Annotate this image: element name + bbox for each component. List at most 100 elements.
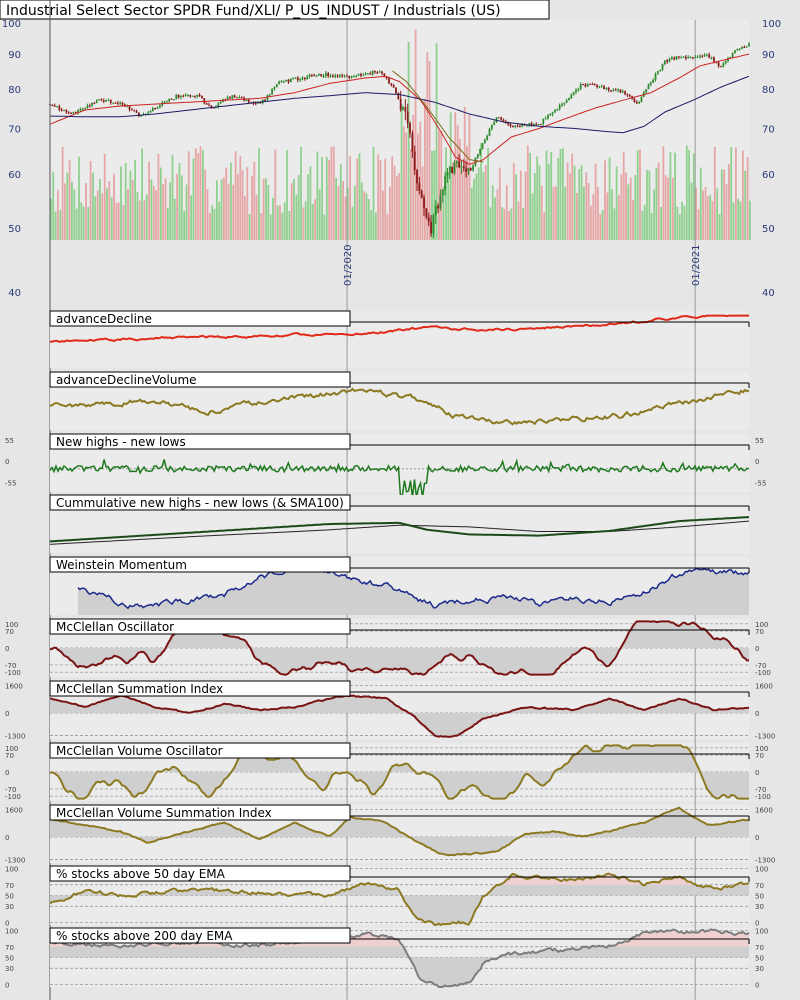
- volume-bar: [162, 184, 164, 240]
- volume-bar: [216, 180, 218, 240]
- volume-bar: [543, 212, 546, 240]
- series-line: [77, 565, 750, 610]
- candle-body: [149, 110, 152, 113]
- volume-bar: [297, 175, 300, 240]
- candle-body: [222, 99, 224, 103]
- volume-bar: [463, 106, 466, 240]
- volume-bar: [145, 194, 148, 240]
- volume-bar: [230, 162, 232, 240]
- volume-bar: [220, 179, 223, 240]
- volume-bar: [615, 166, 618, 240]
- candle-body: [334, 75, 337, 77]
- volume-bar: [274, 149, 277, 240]
- volume-bar: [449, 112, 452, 240]
- level-tick-left: -70: [5, 662, 16, 670]
- volume-bar: [283, 202, 286, 240]
- volume-bar: [440, 130, 443, 240]
- candle-body: [516, 125, 519, 127]
- price-tick-right: 40: [762, 288, 775, 299]
- volume-bar: [124, 163, 127, 240]
- candle-body: [273, 87, 276, 89]
- volume-bar: [405, 132, 408, 240]
- volume-bar: [183, 211, 186, 240]
- volume-bar: [360, 182, 363, 240]
- volume-bar: [531, 193, 534, 240]
- volume-bar: [108, 181, 111, 240]
- candle-body: [530, 123, 533, 126]
- panel-title: Cummulative new highs - new lows (& SMA1…: [56, 496, 344, 510]
- candle-body: [472, 165, 475, 171]
- candle-body: [385, 77, 388, 79]
- volume-bar: [585, 172, 588, 240]
- candle-body: [355, 75, 358, 77]
- volume-bar: [351, 206, 354, 240]
- level-tick-left: 30: [5, 965, 14, 973]
- volume-bar: [713, 147, 716, 240]
- candle-body: [254, 103, 257, 105]
- level-tick-left: -55: [5, 479, 16, 487]
- volume-bar: [234, 151, 237, 240]
- level-tick-right: 100: [755, 928, 768, 936]
- volume-bar: [59, 210, 62, 240]
- volume-bar: [342, 181, 344, 240]
- candle-body: [264, 99, 266, 101]
- volume-bar: [599, 213, 602, 240]
- candle-body: [107, 100, 110, 102]
- volume-bar: [339, 164, 342, 240]
- volume-bar: [304, 201, 307, 240]
- candle-body: [675, 56, 678, 60]
- level-tick-left: 100: [5, 621, 18, 629]
- candle-body: [154, 108, 157, 110]
- volume-bar: [54, 211, 57, 240]
- candle-body: [338, 75, 341, 77]
- volume-bar: [382, 190, 384, 240]
- volume-bar: [676, 206, 679, 240]
- panel-title-box: [49, 927, 351, 944]
- volume-bar: [190, 195, 193, 240]
- candle-body: [654, 74, 657, 80]
- level-tick-right: 0: [755, 645, 759, 653]
- candle-body: [381, 71, 383, 74]
- candle-body: [280, 81, 283, 83]
- candle-body: [743, 46, 746, 48]
- candle-body: [203, 98, 206, 104]
- volume-bar: [508, 211, 510, 240]
- volume-bar: [185, 184, 188, 240]
- level-tick-left: 70: [5, 628, 14, 636]
- candle-body: [663, 60, 666, 65]
- panel-title: % stocks above 200 day EMA: [56, 929, 233, 943]
- series-line: [49, 387, 750, 426]
- level-tick-left: -70: [5, 786, 16, 794]
- candle-body: [116, 102, 119, 104]
- volume-bar: [398, 173, 401, 240]
- candle-body: [486, 135, 489, 140]
- candle-body: [635, 102, 638, 104]
- volume-bar: [272, 197, 274, 240]
- volume-bar: [618, 195, 620, 240]
- candle-body: [98, 99, 100, 101]
- price-tick-left: 50: [8, 224, 21, 235]
- volume-bar: [697, 209, 700, 240]
- volume-bar: [431, 150, 433, 240]
- level-tick-left: 0: [5, 769, 9, 777]
- candle-body: [271, 88, 273, 95]
- level-tick-left: 70: [5, 882, 14, 890]
- candle-body: [77, 110, 79, 113]
- volume-bar: [438, 130, 440, 240]
- volume-bar: [494, 197, 496, 240]
- panel-title-box: [49, 494, 351, 511]
- candle-body: [593, 84, 596, 86]
- volume-bar: [711, 201, 714, 240]
- volume-bar: [82, 206, 85, 240]
- chart-title: Industrial Select Sector SPDR Fund/XLI/ …: [6, 3, 501, 19]
- candle-body: [348, 76, 351, 78]
- candle-body: [388, 78, 390, 84]
- candle-body: [696, 56, 699, 58]
- candle-body: [458, 161, 461, 168]
- candle-body: [677, 56, 680, 58]
- candle-body: [502, 119, 505, 122]
- volume-bar: [587, 182, 590, 240]
- volume-bar: [590, 205, 592, 240]
- candle-body: [219, 102, 222, 104]
- candle-body: [392, 85, 395, 88]
